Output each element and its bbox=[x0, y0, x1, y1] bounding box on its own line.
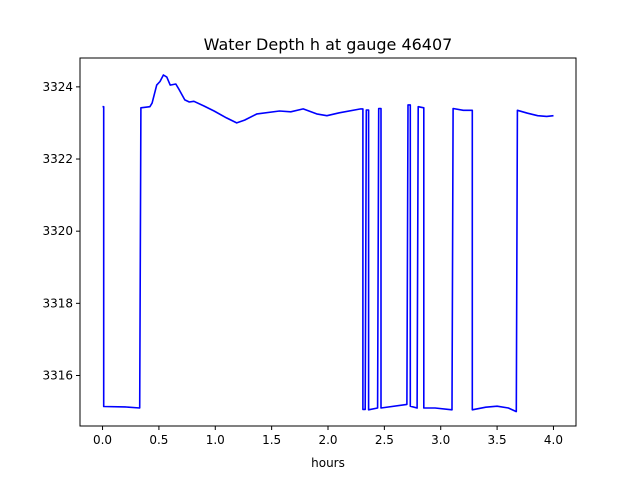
y-tick-label: 3320 bbox=[42, 224, 73, 238]
x-axis: 0.0 0.5 1.0 1.5 2.0 2.5 3.0 3.5 4.0 bbox=[93, 426, 563, 447]
chart-title: Water Depth h at gauge 46407 bbox=[204, 35, 453, 54]
x-tick-label: 0.5 bbox=[149, 433, 168, 447]
y-tick-label: 3322 bbox=[42, 152, 73, 166]
axes-frame bbox=[79, 57, 577, 427]
plot-area bbox=[102, 74, 554, 413]
y-axis: 3316 3318 3320 3322 3324 bbox=[42, 80, 80, 382]
x-tick-label: 2.5 bbox=[375, 433, 394, 447]
x-axis-label: hours bbox=[311, 456, 345, 470]
x-tick-label: 0.0 bbox=[93, 433, 112, 447]
x-tick-label: 1.5 bbox=[262, 433, 281, 447]
y-tick-label: 3316 bbox=[42, 368, 73, 382]
x-tick-label: 2.0 bbox=[318, 433, 337, 447]
x-tick-label: 4.0 bbox=[544, 433, 563, 447]
y-tick-label: 3318 bbox=[42, 296, 73, 310]
x-tick-label: 3.5 bbox=[488, 433, 507, 447]
x-tick-label: 3.0 bbox=[431, 433, 450, 447]
y-tick-label: 3324 bbox=[42, 80, 73, 94]
x-tick-label: 1.0 bbox=[206, 433, 225, 447]
series-line-h bbox=[102, 74, 554, 413]
